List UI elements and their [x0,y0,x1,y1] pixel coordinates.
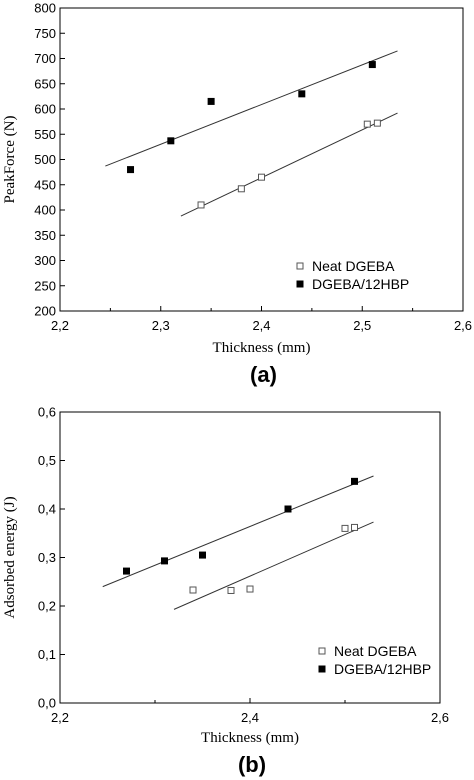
y-tick-label: 200 [34,304,56,319]
data-point-filled-square [298,90,306,98]
panel-label: (b) [238,752,266,777]
legend-label: Neat DGEBA [334,643,417,659]
legend-marker [296,262,304,270]
data-point-open-square [227,586,235,594]
y-tick-label: 0,0 [38,696,56,711]
y-tick-label: 600 [34,102,56,117]
fit-line [180,112,398,217]
fit-line [173,521,374,610]
data-point-open-square [351,523,358,531]
y-tick-label: 0,4 [38,502,56,517]
y-tick-label: 250 [34,278,56,293]
panel-b: 0,0 0,1 0,2 0,3 0,4 0,5 0,6 2,2 2,4 2,6 Thickness … [2,405,449,778]
panel-a: 200 250 300 350 400 450 500 550 600 650 700 750 800 2… [2,1,472,388]
y-tick-label: 0,6 [38,405,56,420]
x-tick-label: 2,5 [353,318,371,333]
x-tick-label: 2,6 [431,710,449,725]
x-tick-label: 2,4 [252,318,270,333]
y-axis-title: Adsorbed energy (J) [2,496,18,618]
y-tick-label: 350 [34,228,56,243]
data-point-filled-square [123,567,130,575]
data-point-filled-square [207,97,215,105]
y-tick-label: 300 [34,253,56,268]
data-point-open-square [189,586,197,594]
y-tick-label: 0,3 [38,550,56,565]
y-tick-label: 0,1 [38,647,56,662]
x-tick-label: 2,6 [454,318,472,333]
x-tick-label: 2,2 [51,318,69,333]
data-point-open-square [237,185,245,193]
legend-marker [296,280,304,288]
fit-line [102,475,374,588]
data-point-filled-square [167,137,175,145]
y-tick-label: 400 [34,203,56,218]
y-tick-label: 450 [34,177,56,192]
y-tick-label: 0,5 [38,453,56,468]
y-tick-label: 500 [34,152,56,167]
data-point-filled-square [351,477,358,485]
legend-label: Neat DGEBA [312,258,395,274]
y-axis-title: PeakForce (N) [2,116,18,204]
x-axis-title: Thickness (mm) [201,730,299,746]
legend-label: DGEBA/12HBP [334,661,431,677]
legend-marker [318,647,326,655]
plot-frame [59,411,441,704]
x-tick-label: 2,2 [51,710,69,725]
data-point-open-square [341,524,349,532]
x-axis-title: Thickness (mm) [213,340,311,356]
y-tick-label: 700 [34,51,56,66]
data-point-filled-square [199,551,206,559]
data-point-open-square [363,120,371,128]
y-tick-label: 650 [34,76,56,91]
y-tick-label: 550 [34,127,56,142]
data-point-filled-square [284,505,292,513]
y-tick-label: 750 [34,26,56,41]
legend-label: DGEBA/12HBP [312,276,409,292]
data-point-open-square [258,173,265,181]
panel-label: (a) [250,362,277,387]
data-point-filled-square [127,166,135,174]
x-tick-label: 2,3 [152,318,170,333]
y-tick-label: 0,2 [38,599,56,614]
x-tick-label: 2,4 [241,710,259,725]
plot-frame [59,7,464,312]
data-point-filled-square [368,61,376,69]
legend-marker [318,665,326,673]
data-point-filled-square [161,557,168,565]
data-point-open-square [246,585,254,593]
y-tick-label: 800 [34,1,56,16]
data-point-open-square [197,201,205,209]
data-point-open-square [373,119,381,127]
fit-line [105,50,398,167]
